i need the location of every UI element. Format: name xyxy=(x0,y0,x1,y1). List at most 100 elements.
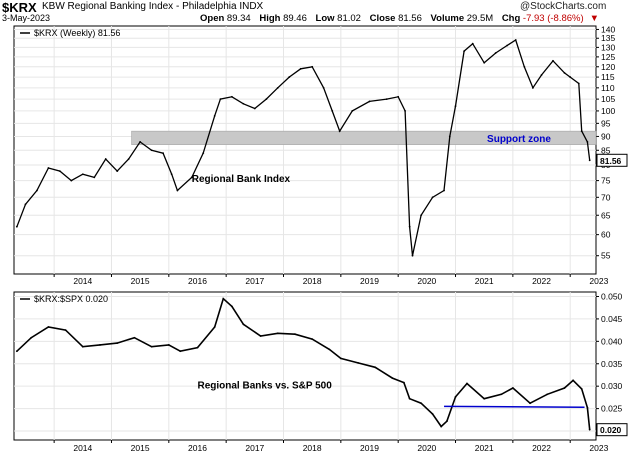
quote-date: 3-May-2023 xyxy=(2,13,51,23)
data-point xyxy=(162,152,164,155)
data-point xyxy=(532,86,534,89)
data-point xyxy=(440,425,443,428)
data-point xyxy=(99,344,101,346)
high-label: High xyxy=(259,13,281,24)
data-point xyxy=(506,44,509,47)
data-point xyxy=(351,110,354,112)
data-point xyxy=(563,72,566,74)
data-point xyxy=(265,98,268,101)
x-tick-label: 2014 xyxy=(73,443,92,453)
y-tick-label: 70 xyxy=(601,192,611,202)
data-point xyxy=(15,225,18,228)
data-point xyxy=(408,397,411,400)
data-point xyxy=(242,323,245,326)
data-point xyxy=(104,158,107,160)
x-tick-label: 2023 xyxy=(589,443,608,453)
data-point xyxy=(93,176,96,179)
low-value: 81.02 xyxy=(337,13,361,24)
data-point xyxy=(577,82,580,85)
data-point xyxy=(572,379,574,382)
x-tick-label: 2018 xyxy=(303,443,322,453)
data-point xyxy=(47,167,50,169)
y-tick-label: 135 xyxy=(601,33,615,43)
stockcharts-watermark: @StockCharts.com xyxy=(520,1,607,12)
y-tick-label: 55 xyxy=(601,251,611,261)
last-value-label: 81.56 xyxy=(600,156,622,166)
data-point xyxy=(288,76,291,78)
data-point xyxy=(431,413,434,415)
data-point xyxy=(230,95,233,98)
support-zone-label: Support zone xyxy=(487,134,551,145)
close-value: 81.56 xyxy=(398,13,422,24)
data-point xyxy=(81,173,84,176)
x-tick-label: 2016 xyxy=(188,276,207,286)
data-point xyxy=(230,305,233,308)
data-point xyxy=(403,381,405,384)
y-tick-label: 120 xyxy=(601,62,615,72)
open-value: 89.34 xyxy=(226,13,251,24)
data-point xyxy=(580,130,583,133)
data-point xyxy=(213,326,216,328)
data-point xyxy=(311,338,314,340)
data-point xyxy=(331,110,334,112)
y-tick-label: 105 xyxy=(601,94,615,104)
x-tick-label: 2020 xyxy=(417,276,436,286)
data-point xyxy=(133,336,136,339)
data-point xyxy=(586,406,589,409)
y-tick-label: 0.025 xyxy=(601,404,623,414)
volume-label: Volume xyxy=(430,13,465,24)
data-point xyxy=(116,342,119,345)
data-point xyxy=(523,65,526,68)
data-point xyxy=(339,357,342,360)
data-point xyxy=(311,65,314,68)
x-tick-label: 2019 xyxy=(360,443,379,453)
data-point xyxy=(30,336,33,339)
y-tick-label: 0.030 xyxy=(601,381,623,391)
y-tick-label: 60 xyxy=(601,230,611,240)
data-point xyxy=(404,110,406,112)
legend-label: $KRX (Weekly) 81.56 xyxy=(34,28,120,38)
y-tick-label: 125 xyxy=(601,52,615,62)
data-point xyxy=(139,140,142,143)
y-tick-label: 0.035 xyxy=(601,359,623,369)
data-point xyxy=(15,350,18,353)
data-point xyxy=(397,95,400,98)
data-point xyxy=(202,152,205,155)
data-point xyxy=(385,98,388,101)
data-point xyxy=(328,348,331,351)
y-tick-label: 65 xyxy=(601,210,611,220)
data-point xyxy=(514,39,517,41)
data-point xyxy=(580,387,583,390)
x-tick-label: 2021 xyxy=(475,276,494,286)
data-point xyxy=(391,377,394,380)
data-point xyxy=(222,297,225,300)
open-label: Open xyxy=(200,13,225,24)
data-point xyxy=(463,50,466,53)
last-value-box xyxy=(596,153,628,167)
index-name: KBW Regional Banking Index - Philadelphi… xyxy=(42,1,264,12)
y-tick-label: 100 xyxy=(601,106,615,116)
data-point xyxy=(127,158,130,160)
plot-frame xyxy=(13,291,597,441)
data-point xyxy=(411,254,414,257)
data-point xyxy=(454,396,457,398)
data-point xyxy=(408,225,411,228)
price-panel: 5560657075808590951001051101151201251301… xyxy=(13,24,628,286)
low-label: Low xyxy=(315,13,335,24)
y-tick-label: 0.040 xyxy=(601,336,623,346)
data-point xyxy=(150,345,153,348)
data-point xyxy=(466,382,468,385)
chart-annotation: Regional Banks vs. S&P 500 xyxy=(197,380,332,391)
data-point xyxy=(190,176,193,179)
y-tick-label: 0.045 xyxy=(601,314,623,324)
data-point xyxy=(70,179,73,182)
last-value-label: 0.020 xyxy=(600,425,622,435)
chart-header: $KRX KBW Regional Banking Index - Philad… xyxy=(0,0,640,24)
chg-value: -7.93 (-8.86%) xyxy=(522,13,584,24)
x-tick-label: 2016 xyxy=(188,443,207,453)
data-point xyxy=(242,102,245,105)
data-point xyxy=(500,393,503,396)
data-point xyxy=(569,76,572,78)
data-point xyxy=(454,105,457,108)
